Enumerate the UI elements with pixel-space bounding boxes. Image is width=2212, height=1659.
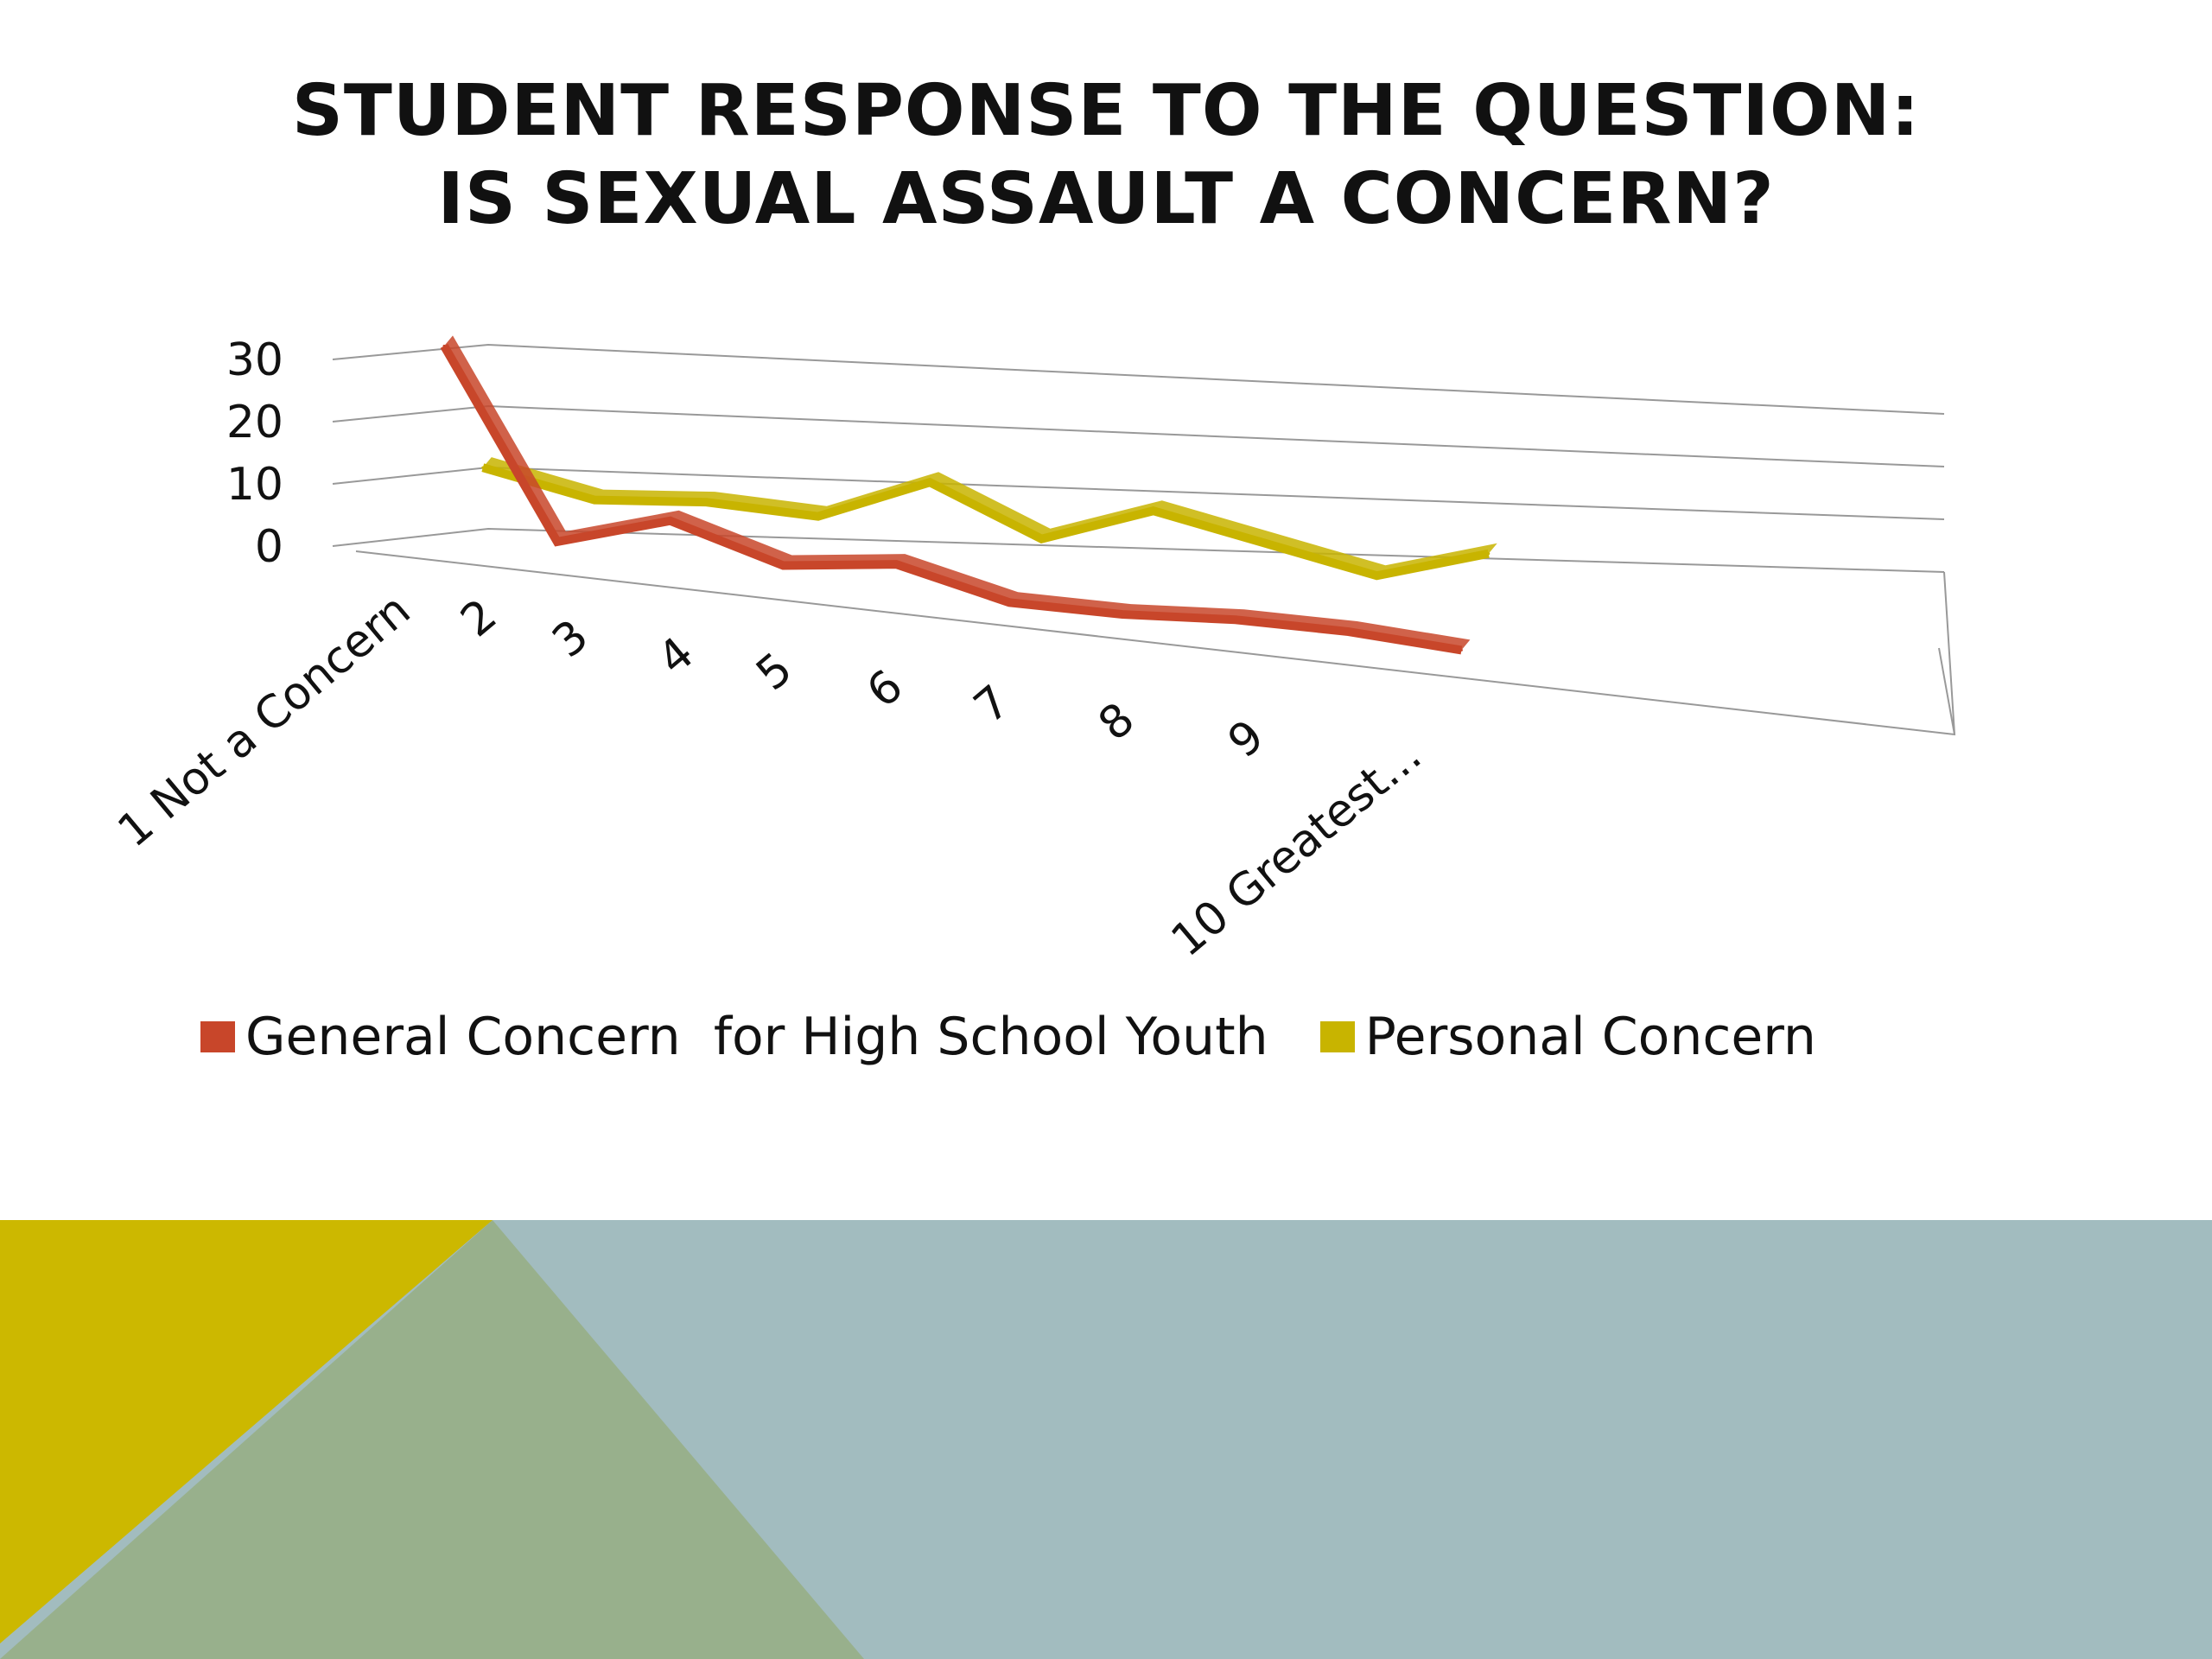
data-point [442,344,446,347]
data-point [704,500,708,504]
y-tick-label: 10 [226,459,283,511]
data-point [1007,601,1011,604]
data-point [481,466,485,469]
data-point [1487,552,1491,556]
data-point [1347,630,1351,633]
data-point [894,563,898,566]
data-point [593,499,596,502]
slide-title: STUDENT RESPONSE TO THE QUESTION: IS SEX… [0,67,2212,244]
x-category-label: 4 [648,627,703,685]
y-tick-label: 0 [255,521,283,573]
floor-outline [355,550,1956,736]
data-point [1234,618,1237,621]
gridline [332,404,1945,467]
legend-swatch [1319,1021,1355,1052]
footer-decoration [0,1220,2212,1659]
title-line-2: IS SEXUAL ASSAULT A CONCERN? [437,158,1775,240]
chart-series [440,335,1497,655]
data-point [556,540,559,543]
series-ribbon [482,457,1497,576]
title-line-1: STUDENT RESPONSE TO THE QUESTION: [291,70,1921,152]
x-category-label: 7 [964,676,1020,734]
series-line [440,343,1463,655]
data-point [1459,648,1463,652]
legend-label: Personal Concern [1364,1007,1816,1067]
x-category-label: 1 Not a Concern [108,584,420,857]
x-axis-category-labels: 1 Not a Concern 2 3 4 5 6 7 8 910 Greatest... [108,584,1431,967]
footer-yellow-triangle [0,1220,493,1643]
y-tick-label: 20 [226,397,283,448]
y-tick-label: 30 [226,334,283,386]
x-category-label: 8 [1089,693,1144,751]
legend-label: General Concern for High School Youth [245,1007,1268,1067]
x-category-label: 6 [857,660,912,718]
data-point [781,564,785,568]
x-category-label: 3 [543,610,598,668]
data-point [1263,542,1267,545]
data-point [817,515,820,518]
chart-legend: General Concern for High School Youth Per… [200,1002,1868,1071]
series-line [481,463,1490,581]
floor-side-edge [1938,647,1955,735]
legend-item: Personal Concern [1319,1007,1816,1067]
legend-item: General Concern for High School Youth [200,1007,1268,1067]
x-category-label: 10 Greatest... [1162,729,1432,967]
footer-green-triangle [0,1220,864,1659]
x-category-label: 2 [451,589,506,647]
data-point [1152,509,1155,512]
data-point [669,519,672,523]
x-category-label: 9 [1218,710,1274,768]
gridline [332,343,1945,415]
line-chart: 0 10 20 30 1 Not a Concern 2 3 4 5 6 7 8 910 Greate… [108,334,1956,967]
data-point [1039,537,1043,541]
data-point [1121,613,1124,616]
data-point [1375,574,1378,577]
legend-swatch [200,1021,235,1052]
x-category-label: 5 [747,643,802,701]
data-point [928,480,931,484]
y-axis-tick-labels: 0 10 20 30 [226,334,283,573]
